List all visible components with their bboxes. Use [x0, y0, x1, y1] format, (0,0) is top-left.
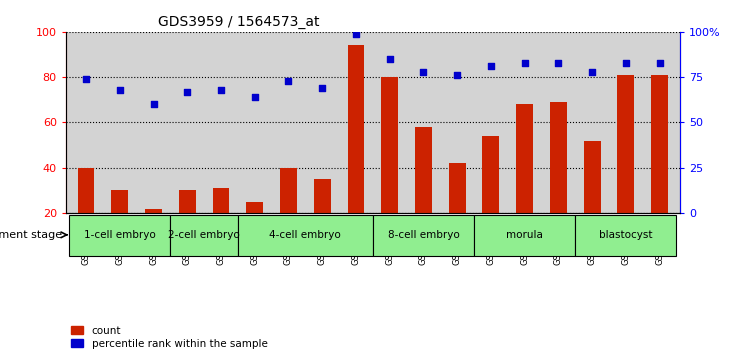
Point	[451, 73, 463, 78]
Bar	[651, 75, 668, 213]
Bar	[474, 215, 575, 256]
Bar	[583, 141, 601, 213]
Text: 4-cell embryo: 4-cell embryo	[270, 230, 341, 240]
Point	[519, 60, 531, 65]
Bar	[482, 136, 499, 213]
Point	[317, 85, 328, 91]
Bar	[238, 215, 373, 256]
Point	[148, 102, 159, 107]
Bar	[77, 168, 94, 213]
Point	[80, 76, 92, 82]
Text: 2-cell embryo: 2-cell embryo	[168, 230, 240, 240]
Legend: count, percentile rank within the sample: count, percentile rank within the sample	[71, 326, 268, 349]
Bar	[575, 215, 676, 256]
Text: morula: morula	[506, 230, 543, 240]
Bar	[314, 179, 330, 213]
Point	[485, 63, 497, 69]
Point	[283, 78, 295, 84]
Point	[249, 94, 260, 100]
Text: GDS3959 / 1564573_at: GDS3959 / 1564573_at	[158, 16, 319, 29]
Bar	[373, 215, 474, 256]
Bar	[516, 104, 533, 213]
Point	[350, 31, 362, 36]
Bar	[280, 168, 297, 213]
Point	[114, 87, 126, 93]
Point	[620, 60, 632, 65]
Bar	[213, 188, 230, 213]
Bar	[449, 163, 466, 213]
Text: blastocyst: blastocyst	[599, 230, 653, 240]
Point	[417, 69, 429, 75]
Text: development stage: development stage	[0, 230, 62, 240]
Point	[553, 60, 564, 65]
Text: 8-cell embryo: 8-cell embryo	[387, 230, 459, 240]
Bar	[145, 209, 162, 213]
Bar	[550, 102, 567, 213]
Point	[384, 56, 395, 62]
Point	[215, 87, 227, 93]
Bar	[179, 190, 196, 213]
Bar	[347, 45, 364, 213]
Bar	[382, 77, 398, 213]
Point	[181, 89, 193, 95]
Bar	[618, 75, 635, 213]
Bar	[111, 190, 128, 213]
Bar	[246, 202, 263, 213]
Point	[654, 60, 665, 65]
Bar	[415, 127, 432, 213]
Text: 1-cell embryo: 1-cell embryo	[84, 230, 156, 240]
Bar	[69, 215, 170, 256]
Bar	[170, 215, 238, 256]
Point	[586, 69, 598, 75]
